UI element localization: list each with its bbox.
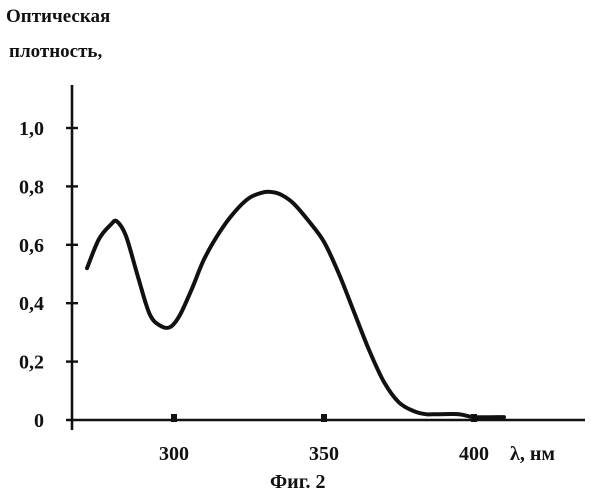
x-ticks: 300 350 400 — [159, 414, 489, 465]
x-tick-mark — [171, 414, 177, 422]
y-tick-label: 0,2 — [19, 352, 44, 374]
y-axis-label-line-2: плотность, — [9, 41, 102, 62]
figure-caption: Фиг. 2 — [270, 471, 326, 493]
y-ticks: 0 0,2 0,4 0,6 0,8 1,0 — [19, 118, 78, 432]
y-tick-label: 0,8 — [19, 176, 44, 198]
absorbance-curve — [87, 192, 504, 418]
x-tick-label: 350 — [309, 443, 339, 465]
y-tick-label: 0,4 — [19, 293, 44, 315]
x-tick-label: 300 — [159, 443, 189, 465]
y-tick-label: 0 — [34, 410, 44, 432]
y-tick-label: 1,0 — [19, 118, 44, 140]
x-tick-mark — [321, 414, 327, 422]
x-tick-label: 400 — [459, 443, 489, 465]
y-axis-label-line-1: Оптическая — [6, 6, 110, 27]
x-axis-label: λ, нм — [510, 443, 555, 465]
y-tick-label: 0,6 — [19, 235, 44, 257]
